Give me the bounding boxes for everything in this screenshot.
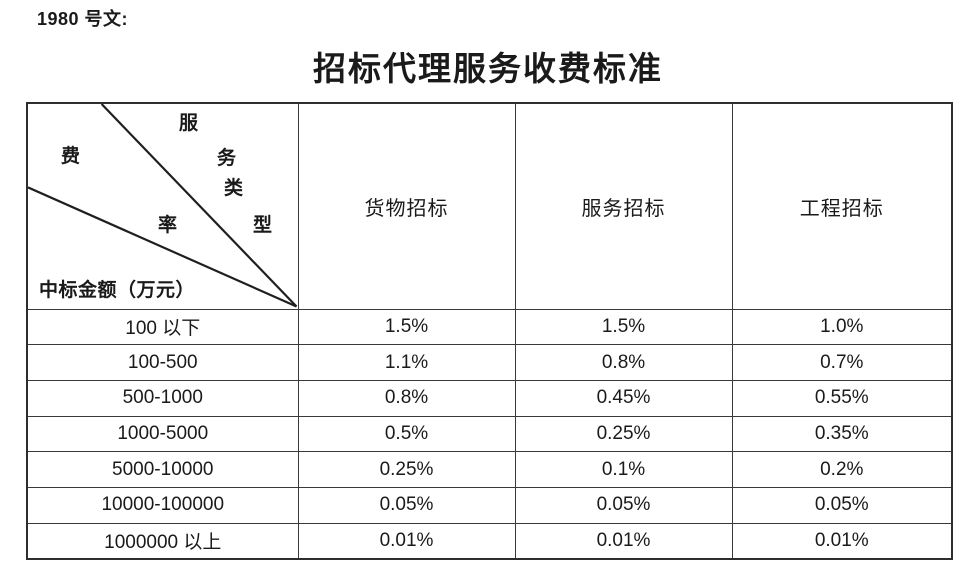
fee-rate-cell: 0.01% (514, 522, 733, 560)
amount-range-cell: 1000-5000 (26, 415, 299, 453)
table-row: 5000-10000 0.25% 0.1% 0.2% (26, 451, 953, 488)
fee-rate-cell: 0.25% (514, 415, 733, 453)
table-row: 10000-100000 0.05% 0.05% 0.05% (26, 486, 953, 524)
table-row: 1000-5000 0.5% 0.25% 0.35% (26, 415, 953, 453)
table-row: 100 以下 1.5% 1.5% 1.0% (26, 308, 953, 346)
fee-rate-cell: 0.1% (514, 451, 733, 488)
fee-rate-cell: 1.0% (731, 308, 953, 346)
doc-ref: 1980 号文: (37, 9, 129, 29)
corner-type-char: 务 (217, 148, 237, 169)
fee-rate-cell: 1.5% (297, 308, 516, 346)
fee-rate-cell: 0.5% (297, 415, 516, 453)
diagonal-divider-lines (28, 104, 298, 308)
corner-type-char: 类 (224, 178, 244, 199)
table-row: 1000000 以上 0.01% 0.01% 0.01% (26, 522, 953, 560)
fee-rate-cell: 0.8% (514, 344, 733, 381)
amount-range-cell: 100-500 (26, 344, 299, 381)
fee-rate-cell: 0.45% (514, 379, 733, 417)
amount-range-cell: 1000000 以上 (26, 522, 299, 560)
amount-range-cell: 5000-10000 (26, 451, 299, 488)
amount-range-cell: 10000-100000 (26, 486, 299, 524)
page-title: 招标代理服务收费标准 (313, 52, 663, 88)
fee-rate-cell: 1.1% (297, 344, 516, 381)
fee-rate-cell: 0.01% (731, 522, 953, 560)
fee-rate-cell: 0.25% (297, 451, 516, 488)
corner-type-char: 服 (179, 113, 199, 134)
table-row: 100-500 1.1% 0.8% 0.7% (26, 344, 953, 381)
corner-type-char: 型 (253, 215, 273, 236)
corner-rate-char: 费 (61, 146, 81, 167)
diagonal-corner-cell: 服 务 类 型 费 率 中标金额（万元） (26, 102, 299, 310)
fee-rate-cell: 0.35% (731, 415, 953, 453)
fee-rate-cell: 0.7% (731, 344, 953, 381)
fee-rate-cell: 1.5% (514, 308, 733, 346)
amount-range-cell: 500-1000 (26, 379, 299, 417)
fee-rate-cell: 0.05% (297, 486, 516, 524)
fee-rate-cell: 0.05% (514, 486, 733, 524)
fee-rate-cell: 0.8% (297, 379, 516, 417)
header-row: 服 务 类 型 费 率 中标金额（万元） 货物招标 服务招标 工程招标 (26, 102, 953, 310)
fee-rate-cell: 0.01% (297, 522, 516, 560)
column-header-engineering: 工程招标 (731, 102, 953, 310)
fee-rate-cell: 0.05% (731, 486, 953, 524)
fee-rate-cell: 0.55% (731, 379, 953, 417)
fee-rate-cell: 0.2% (731, 451, 953, 488)
amount-range-cell: 100 以下 (26, 308, 299, 346)
column-header-service: 服务招标 (514, 102, 733, 310)
table-row: 500-1000 0.8% 0.45% 0.55% (26, 379, 953, 417)
corner-amount-label: 中标金额（万元） (39, 280, 196, 301)
corner-rate-char: 率 (158, 215, 178, 236)
column-header-goods: 货物招标 (297, 102, 516, 310)
fee-standard-table: 服 务 类 型 费 率 中标金额（万元） 货物招标 服务招标 工程招标 100 … (26, 102, 953, 560)
